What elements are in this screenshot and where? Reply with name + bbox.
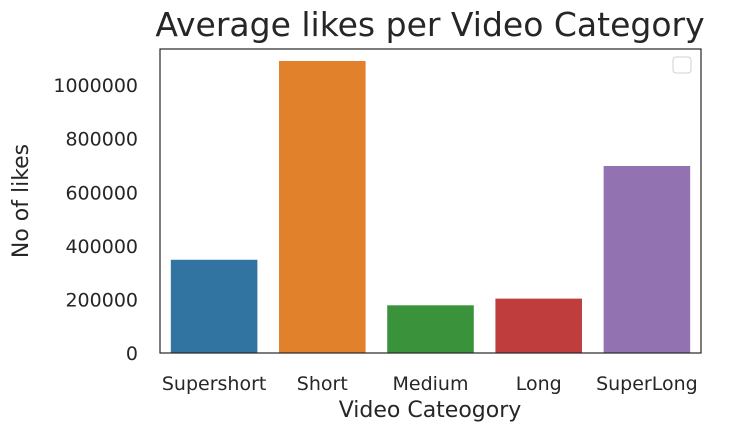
x-ticks: Supershort Short Medium Long SuperLong bbox=[162, 373, 698, 395]
bar-supershort bbox=[170, 259, 258, 353]
x-tick-label-supershort: Supershort bbox=[162, 373, 267, 395]
bars-layer bbox=[170, 61, 691, 353]
y-tick-label: 1000000 bbox=[53, 75, 138, 97]
bar-short bbox=[279, 61, 366, 353]
y-ticks: 0 200000 400000 600000 800000 1000000 bbox=[53, 75, 138, 365]
bar-medium bbox=[387, 305, 474, 353]
legend-box bbox=[672, 56, 692, 74]
bar-long bbox=[495, 298, 582, 353]
y-tick-label: 0 bbox=[126, 343, 138, 365]
y-tick-label: 400000 bbox=[65, 236, 138, 258]
x-axis-label: Video Cateogory bbox=[339, 398, 522, 423]
x-tick-label-medium: Medium bbox=[393, 373, 469, 395]
y-tick-label: 600000 bbox=[65, 182, 138, 204]
y-tick-label: 200000 bbox=[65, 289, 138, 311]
y-tick-label: 800000 bbox=[65, 129, 138, 151]
bar-superlong bbox=[603, 166, 691, 353]
y-axis-label: No of likes bbox=[9, 144, 34, 258]
plot-frame bbox=[159, 48, 702, 354]
x-tick-label-superlong: SuperLong bbox=[596, 373, 698, 395]
x-tick-label-short: Short bbox=[297, 373, 348, 395]
chart-title: Average likes per Video Category bbox=[155, 5, 704, 44]
x-tick-label-long: Long bbox=[516, 373, 562, 395]
